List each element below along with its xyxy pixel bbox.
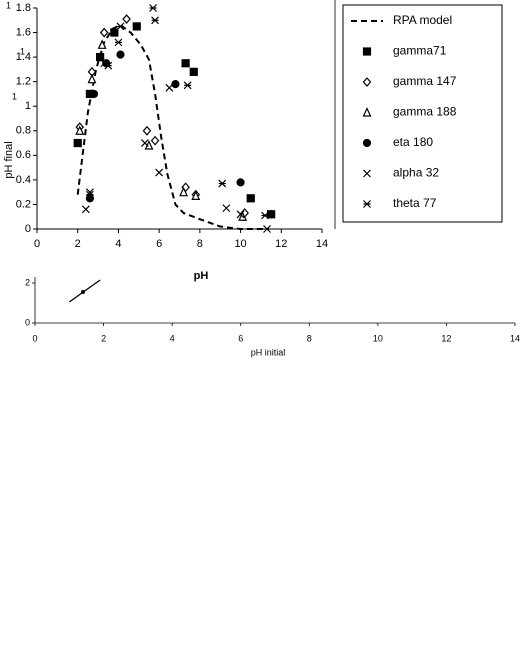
x-tick-label: 4 [170,333,175,343]
marker-asterisk [363,200,371,208]
text-fragment: 1 [20,46,25,56]
y-tick-label: 2 [25,277,30,287]
marker-asterisk [116,22,125,31]
y-tick-label: 0.4 [16,174,31,186]
x-tick-label: 8 [197,238,203,250]
x-tick-label: 14 [510,333,520,343]
y-tick-label: 0.2 [16,198,31,210]
marker-diamond [150,135,160,146]
marker-triangle [362,107,372,117]
marker-circle [89,89,99,99]
marker-triangle [191,190,201,200]
marker-diamond [99,27,109,38]
marker-cross [81,205,90,214]
marker-cross [363,169,371,178]
x-tick-label: 12 [275,238,287,250]
marker-circle [362,138,372,148]
marker-asterisk [114,38,123,47]
marker-circle [116,50,125,59]
marker-circle [85,194,95,203]
legend-label: gamma 188 [393,105,457,119]
y-tick-label: 1.6 [16,26,31,38]
x-tick-label: 10 [234,238,246,250]
text-fragment: 1 [12,91,17,101]
marker-triangle [75,125,85,135]
data-point [81,290,85,294]
marker-square [181,59,190,68]
y-tick-label: 1.2 [16,76,31,88]
marker-asterisk [261,211,269,220]
marker-triangle [87,73,97,84]
marker-square [132,22,141,31]
marker-circle [171,80,180,89]
marker-square [189,67,198,76]
y-tick-label: 0 [25,223,31,235]
y-axis-label: pH final [3,141,15,178]
marker-cross [140,139,149,147]
marker-square [246,194,255,203]
marker-asterisk [151,16,159,25]
marker-cross [155,168,164,177]
x-tick-label: 12 [441,333,451,343]
x-tick-label: 6 [156,238,162,250]
marker-square [110,28,119,37]
y-tick-label: 1.4 [16,51,31,63]
marker-circle [236,178,245,187]
legend-label: alpha 32 [393,166,439,180]
y-tick-label: 0.6 [16,149,31,161]
model-line [76,24,270,230]
legend-label: theta 77 [393,196,437,210]
x-axis-label: pH initial [251,347,286,357]
y-tick-label: 1 [25,100,31,112]
marker-asterisk [86,190,94,199]
x-tick-label: 14 [316,238,328,250]
marker-asterisk [149,4,157,12]
x-axis-label: pH [194,270,209,282]
text-fragment: 1 [6,0,11,10]
legend-label: gamma 147 [393,74,457,88]
marker-square [362,47,372,56]
marker-asterisk [183,81,192,90]
x-tick-label: 4 [115,238,121,250]
legend-label: gamma71 [393,44,447,58]
legend-label: RPA model [393,13,452,27]
marker-asterisk [104,61,113,70]
marker-cross [165,83,174,92]
marker-cross [263,225,271,233]
marker-diamond [142,125,152,136]
y-tick-label: 0 [25,317,30,327]
marker-diamond [362,77,372,87]
x-tick-label: 6 [238,333,243,343]
x-tick-label: 8 [307,333,312,343]
marker-triangle [179,186,189,197]
marker-cross [236,210,245,219]
marker-diamond [122,14,131,24]
marker-square [96,53,105,62]
marker-asterisk [218,179,227,188]
x-tick-label: 0 [34,238,40,250]
legend-label: eta 180 [393,135,433,149]
marker-triangle [97,39,107,49]
x-tick-label: 2 [75,238,81,250]
marker-square [73,138,82,148]
x-tick-label: 2 [101,333,106,343]
x-tick-label: 10 [373,333,383,343]
y-tick-label: 0.8 [16,125,31,137]
x-tick-label: 0 [32,333,37,343]
marker-circle [267,210,276,219]
marker-cross [222,204,231,213]
y-tick-label: 1.8 [16,2,31,14]
